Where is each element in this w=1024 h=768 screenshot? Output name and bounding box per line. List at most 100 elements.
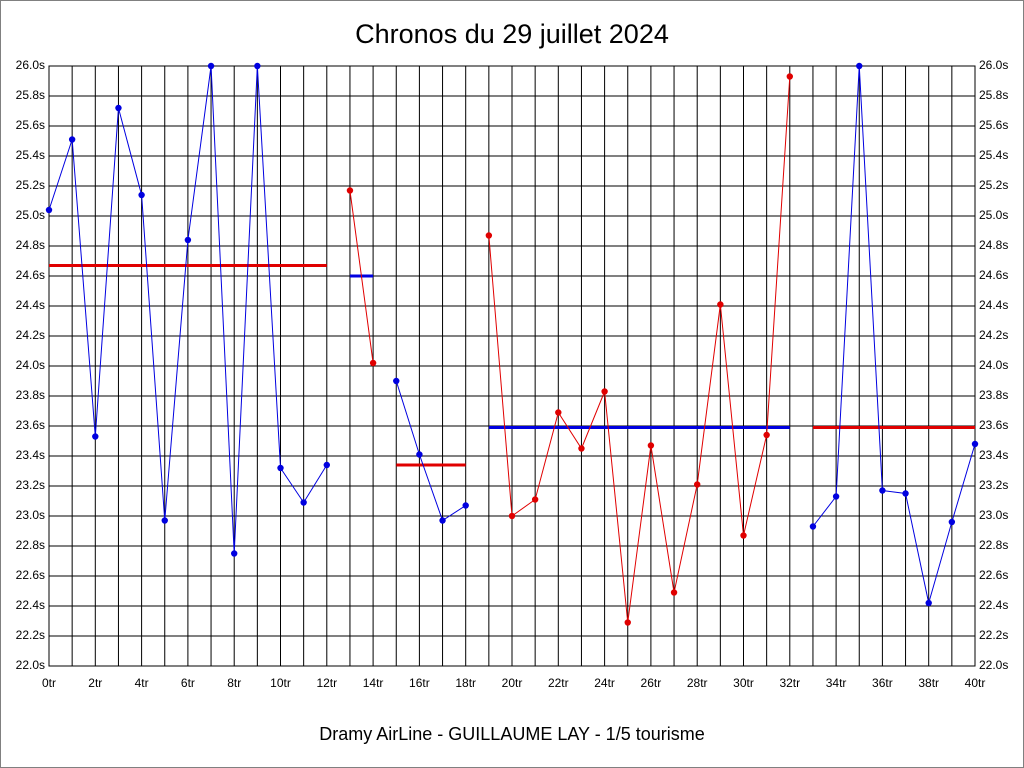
y2-tick-label: 22.6s xyxy=(979,568,1008,582)
data-point xyxy=(670,589,678,596)
data-point xyxy=(92,433,99,440)
y2-tick-label: 23.6s xyxy=(979,418,1008,432)
x-tick-label: 28tr xyxy=(687,676,708,690)
y2-tick-label: 23.2s xyxy=(979,478,1008,492)
y2-tick-label: 22.0s xyxy=(979,658,1008,672)
y2-tick-label: 26.0s xyxy=(979,58,1008,72)
data-point xyxy=(207,62,215,70)
y2-tick-label: 25.8s xyxy=(979,88,1008,102)
chart-footer: Dramy AirLine - GUILLAUME LAY - 1/5 tour… xyxy=(319,724,704,744)
y-tick-label: 23.2s xyxy=(16,478,45,492)
y2-tick-label: 23.0s xyxy=(979,508,1008,522)
data-point xyxy=(277,464,284,472)
x-tick-label: 16tr xyxy=(409,676,430,690)
data-point xyxy=(231,550,238,557)
y-tick-label: 23.4s xyxy=(16,448,45,462)
y-tick-label: 22.2s xyxy=(16,628,45,642)
data-point xyxy=(300,499,307,506)
data-point xyxy=(740,532,747,539)
x-tick-label: 36tr xyxy=(872,676,893,690)
y-tick-label: 25.4s xyxy=(16,148,45,162)
data-point xyxy=(485,232,493,239)
x-tick-label: 10tr xyxy=(270,676,291,690)
x-tick-label: 24tr xyxy=(594,676,615,690)
x-tick-label: 12tr xyxy=(316,676,337,690)
y-tick-label: 23.0s xyxy=(16,508,45,522)
y2-tick-label: 25.2s xyxy=(979,178,1008,192)
data-point xyxy=(601,388,608,395)
y2-tick-label: 23.4s xyxy=(979,448,1008,462)
y-tick-label: 22.0s xyxy=(16,658,45,672)
data-point xyxy=(624,619,631,626)
y2-tick-label: 25.4s xyxy=(979,148,1008,162)
y-tick-label: 24.6s xyxy=(16,268,45,282)
data-point xyxy=(879,487,886,494)
data-point xyxy=(393,377,400,385)
data-point xyxy=(439,517,446,524)
x-tick-label: 2tr xyxy=(88,676,102,690)
data-point xyxy=(809,523,817,530)
y2-tick-label: 24.4s xyxy=(979,298,1008,312)
chart-title: Chronos du 29 juillet 2024 xyxy=(355,19,669,49)
x-tick-label: 20tr xyxy=(502,676,523,690)
y-tick-label: 25.8s xyxy=(16,88,45,102)
data-point xyxy=(416,451,423,458)
data-point xyxy=(45,206,53,214)
x-tick-label: 30tr xyxy=(733,676,754,690)
data-point xyxy=(856,62,863,70)
data-point xyxy=(254,62,261,70)
plot-border xyxy=(48,65,976,667)
y-tick-label: 22.6s xyxy=(16,568,45,582)
y2-tick-label: 24.8s xyxy=(979,238,1008,252)
y-tick-label: 25.2s xyxy=(16,178,45,192)
data-point xyxy=(925,599,932,607)
data-point xyxy=(971,440,979,448)
data-point xyxy=(694,481,701,488)
data-point xyxy=(555,409,562,416)
x-tick-label: 18tr xyxy=(455,676,476,690)
data-point xyxy=(346,187,354,194)
x-tick-label: 22tr xyxy=(548,676,569,690)
x-tick-label: 14tr xyxy=(363,676,384,690)
data-point xyxy=(763,431,770,439)
data-point xyxy=(531,496,539,503)
y-tick-label: 24.2s xyxy=(16,328,45,342)
data-point xyxy=(508,512,516,520)
y-tick-label: 24.0s xyxy=(16,358,45,372)
y-tick-label: 23.6s xyxy=(16,418,45,432)
data-point xyxy=(462,502,469,509)
x-tick-label: 8tr xyxy=(227,676,241,690)
y2-tick-label: 24.2s xyxy=(979,328,1008,342)
data-point xyxy=(578,445,585,452)
data-point xyxy=(717,301,724,308)
series-line xyxy=(349,76,791,623)
x-tick-label: 40tr xyxy=(965,676,986,690)
y-tick-label: 24.4s xyxy=(16,298,45,312)
y-tick-label: 24.8s xyxy=(16,238,45,252)
y-tick-label: 23.8s xyxy=(16,388,45,402)
y2-tick-label: 24.6s xyxy=(979,268,1008,282)
y2-tick-label: 22.4s xyxy=(979,598,1008,612)
data-point xyxy=(115,104,122,112)
x-tick-label: 32tr xyxy=(779,676,800,690)
y2-tick-label: 22.8s xyxy=(979,538,1008,552)
data-point xyxy=(138,191,145,199)
x-tick-label: 34tr xyxy=(826,676,847,690)
y-tick-label: 22.4s xyxy=(16,598,45,612)
y2-tick-label: 25.6s xyxy=(979,118,1008,132)
y-tick-label: 25.0s xyxy=(16,208,45,222)
y2-tick-label: 23.8s xyxy=(979,388,1008,402)
x-tick-label: 26tr xyxy=(641,676,662,690)
data-point xyxy=(68,136,76,143)
data-point xyxy=(161,517,168,524)
y2-tick-label: 25.0s xyxy=(979,208,1008,222)
data-point xyxy=(647,442,655,449)
data-point xyxy=(323,461,330,469)
x-tick-label: 6tr xyxy=(181,676,195,690)
x-tick-label: 0tr xyxy=(42,676,56,690)
y-tick-label: 26.0s xyxy=(16,58,45,72)
data-point xyxy=(948,518,956,526)
y-tick-label: 22.8s xyxy=(16,538,45,552)
